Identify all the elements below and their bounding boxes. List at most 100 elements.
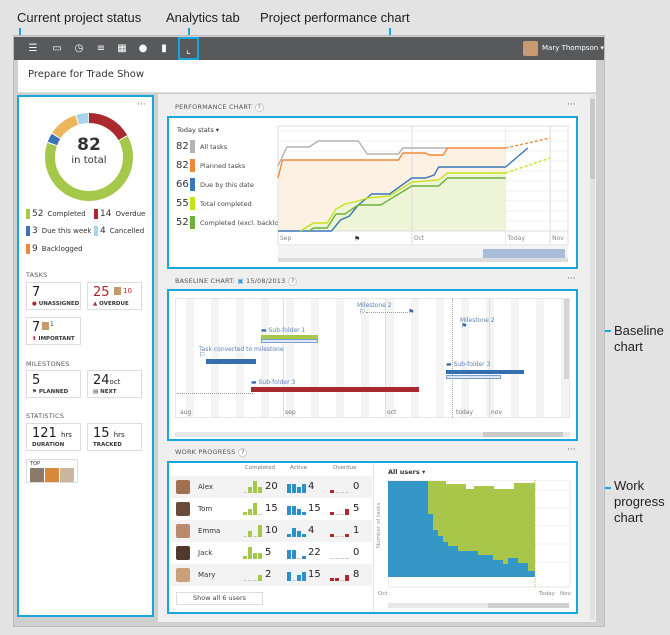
unassigned-card[interactable]: 7 ● UNASSIGNED [26,282,81,310]
month-label: nov [491,409,503,416]
baseline-link [177,393,253,394]
task-bar[interactable] [251,387,419,392]
annotation-status: Current project status [17,10,142,25]
donut-segment-completed[interactable] [45,113,133,201]
baseline-item-label[interactable]: ▬ Sub-folder 3 [251,379,296,386]
status-donut [45,113,133,201]
planned-card[interactable]: 5 ⚑ PLANNED [26,370,81,398]
next-milestone-card[interactable]: 24oct ▤ NEXT [87,370,142,398]
weekend-stripe [211,299,219,417]
stat-4: 52 Completed (excl. backlog) [176,216,286,229]
comment-icon[interactable]: ▭ [52,43,62,54]
task-bar[interactable] [206,359,256,364]
help-icon[interactable]: ? [288,277,298,286]
baseline-item-label[interactable]: ▬ Sub-folder 1 [261,327,306,334]
avatar [176,480,190,494]
help-icon[interactable]: ? [254,103,264,112]
month-line [489,299,490,417]
baseline-bar [446,375,501,379]
sparkline [243,481,262,493]
avatar[interactable] [45,468,59,482]
baseline-scrollbar[interactable] [175,432,570,437]
donut-segment-overdue[interactable] [45,113,133,201]
show-all-users-button[interactable]: Show all 6 users [176,592,263,605]
more-icon[interactable]: ··· [567,100,576,110]
legend-completed: 52 Completed [26,209,86,219]
annotation-baseline: Baseline chart [614,323,664,354]
baseline-item-label[interactable]: Milestone 2 [357,302,392,309]
sparkline [330,503,349,515]
sparkline [330,525,349,537]
weekend-stripe [536,299,544,417]
important-card[interactable]: 7 1 ⬆ IMPORTANT [26,317,81,345]
user-name: Jack [198,549,213,557]
analytics-icon[interactable]: ⌞ [178,37,199,60]
user-row[interactable]: Emma 10 4 1 [170,520,372,542]
baseline-item-label[interactable]: ▬ Sub-folder 3 [446,361,491,368]
overdue-count: 5 [353,503,360,514]
document-icon[interactable]: ▮ [161,43,167,54]
total-count: 82 [77,135,101,155]
avatar[interactable] [30,468,44,482]
annotation-work: Work progress chart [614,478,665,525]
weekend-stripe [186,299,194,417]
completed-count: 15 [265,503,278,514]
sparkline [287,547,306,559]
baseline-chart: aug sep oct today nov Milestone 2 ⚐ ⚑ Milestone … [175,298,570,418]
avatar[interactable] [523,41,538,56]
user-row[interactable]: Alex 20 4 0 [170,476,372,498]
baseline-bar [261,339,318,343]
total-label: in total [71,155,107,166]
avatar [176,502,190,516]
duration-card[interactable]: 121 hrs DURATION [26,423,81,451]
task-bar[interactable] [261,335,318,339]
baseline-item-label[interactable]: Task converted to milestone [199,346,284,353]
task-bar[interactable] [446,370,524,374]
overdue-card[interactable]: 25 10 ▲ OVERDUE [87,282,142,310]
overdue-count: 0 [353,481,360,492]
user-name[interactable]: Mary Thompson ▾ [542,44,604,52]
stat-1: 82 Planned tasks [176,159,246,172]
avatar [176,568,190,582]
active-count: 4 [308,525,315,536]
x-tick: Nov [560,591,571,597]
users-filter-dropdown[interactable]: All users ▾ [388,468,426,476]
menu-icon[interactable]: ☰ [28,43,38,54]
scrollbar[interactable] [590,95,595,620]
avatar[interactable] [60,468,74,482]
stats-dropdown[interactable]: Today stats ▾ [177,126,220,134]
month-line [283,299,284,417]
legend-cancelled: 4 Cancelled [94,226,144,236]
more-icon[interactable]: ··· [137,100,146,110]
baseline-item-label[interactable]: Milestone 2 [460,317,495,324]
list-icon[interactable]: ≡ [96,43,106,54]
month-label: oct [387,409,397,416]
stat-2: 66 Due by this date [176,178,254,191]
user-name: Alex [198,483,214,491]
user-icon[interactable]: ● [138,43,148,54]
more-icon[interactable]: ··· [567,274,576,284]
overdue-count: 1 [353,525,360,536]
y-axis-label: Number of tasks [376,502,382,548]
sparkline [287,569,306,581]
work-scrollbar[interactable] [388,603,569,608]
weekend-stripe [261,299,269,417]
vertical-scrollbar[interactable] [564,299,569,379]
weekend-stripe [236,299,244,417]
weekend-stripe [511,299,519,417]
sparkline [287,481,306,493]
sparkline [330,481,349,493]
tracked-card[interactable]: 15 hrs TRACKED [87,423,142,451]
sparkline [287,503,306,515]
help-icon[interactable]: ? [238,448,248,457]
user-row[interactable]: Tom 15 15 5 [170,498,372,520]
user-row[interactable]: Jack 5 22 0 [170,542,372,564]
overdue-count: 0 [353,547,360,558]
sparkline [243,503,262,515]
top-users-card[interactable]: TOP [26,459,78,483]
timer-icon[interactable]: ◷ [74,43,84,54]
user-row[interactable]: Mary 2 15 8 [170,564,372,586]
grid-icon[interactable]: ▦ [117,43,127,54]
more-icon[interactable]: ··· [567,445,576,455]
user-name: Mary [198,571,216,579]
